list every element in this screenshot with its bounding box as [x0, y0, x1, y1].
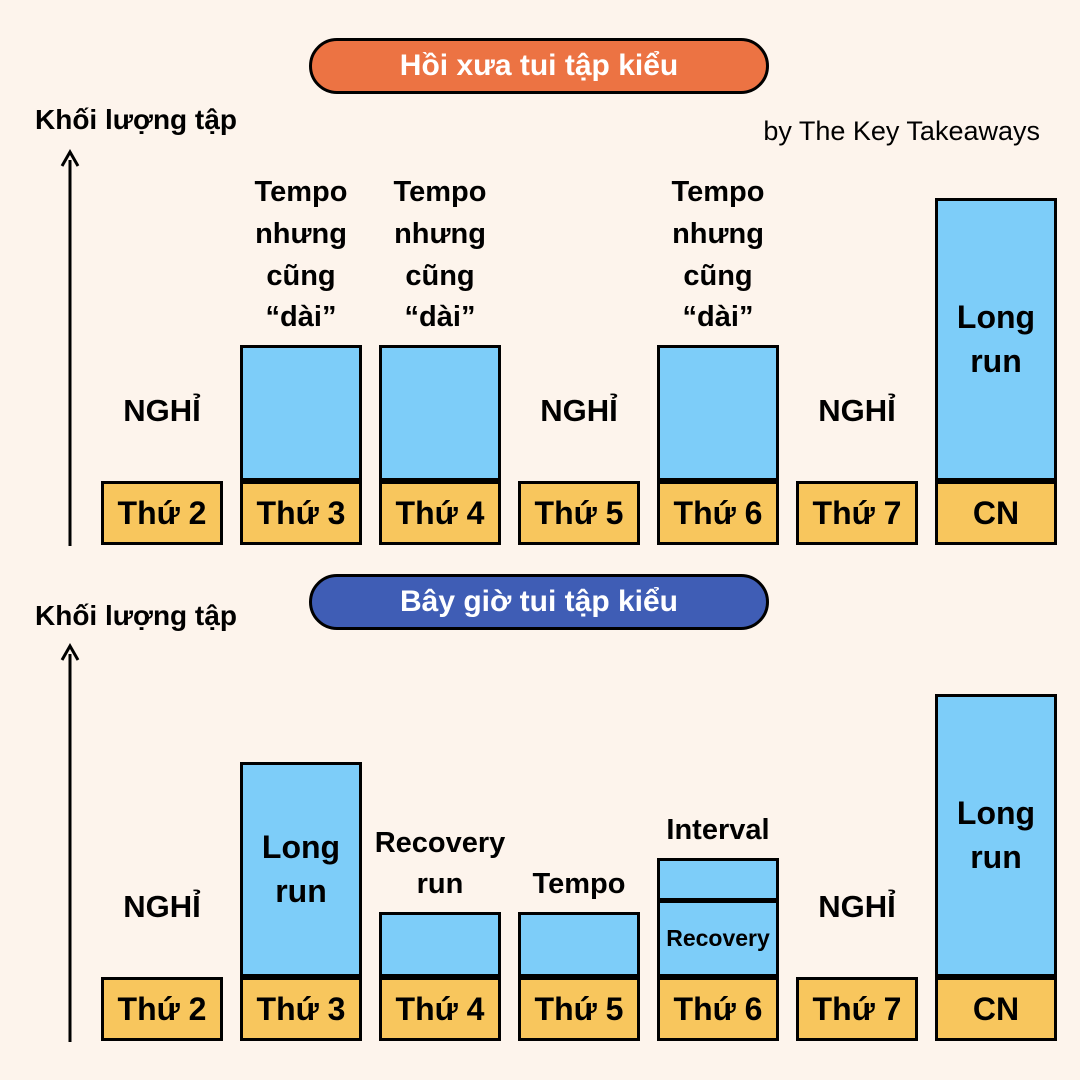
now-day-6: Thứ 7: [796, 977, 918, 1041]
then-rest-label-4: NGHỈ: [540, 393, 618, 428]
then-bar-label-2: Tempo nhưng cũng “dài”: [254, 176, 348, 334]
now-bar-4: [518, 912, 640, 977]
now-day-4: Thứ 5: [518, 977, 640, 1041]
now-day-7: CN: [935, 977, 1057, 1041]
now-day-2: Thứ 3: [240, 977, 362, 1041]
then-bar-7: Long run: [935, 198, 1057, 481]
now-bar-5-lower: Recovery: [657, 903, 779, 977]
now-y-axis-label: Khối lượng tập: [35, 600, 237, 631]
then-bar-label-5: Tempo nhưng cũng “dài”: [671, 176, 765, 334]
then-day-4: Thứ 5: [518, 481, 640, 545]
then-y-axis-label: Khối lượng tập: [35, 104, 237, 135]
now-day-5: Thứ 6: [657, 977, 779, 1041]
now-rest-label-1: NGHỈ: [123, 889, 201, 924]
now-rest-label-6: NGHỈ: [818, 889, 896, 924]
then-bar-3: [379, 345, 501, 481]
now-bar-label-4: Tempo: [532, 868, 626, 901]
now-day-1: Thứ 2: [101, 977, 223, 1041]
then-bar-5: [657, 345, 779, 481]
then-day-1: Thứ 2: [101, 481, 223, 545]
then-bar-2: [240, 345, 362, 481]
then-y-axis-arrow: [60, 148, 80, 546]
credit-text: by The Key Takeaways: [763, 116, 1040, 146]
then-day-7: CN: [935, 481, 1057, 545]
now-bar-label-5: Interval: [666, 814, 770, 847]
now-bar-5-upper: [657, 858, 779, 906]
then-day-6: Thứ 7: [796, 481, 918, 545]
now-bar-2: Long run: [240, 762, 362, 977]
then-bar-label-3: Tempo nhưng cũng “dài”: [393, 176, 487, 334]
now-bar-7: Long run: [935, 694, 1057, 977]
now-day-3: Thứ 4: [379, 977, 501, 1041]
now-title-pill: Bây giờ tui tập kiểu: [309, 574, 769, 630]
then-rest-label-6: NGHỈ: [818, 393, 896, 428]
then-day-5: Thứ 6: [657, 481, 779, 545]
then-rest-label-1: NGHỈ: [123, 393, 201, 428]
then-day-2: Thứ 3: [240, 481, 362, 545]
then-day-3: Thứ 4: [379, 481, 501, 545]
now-y-axis-arrow: [60, 642, 80, 1042]
then-title-pill: Hồi xưa tui tập kiểu: [309, 38, 769, 94]
now-bar-3: [379, 912, 501, 977]
now-bar-label-3: Recovery run: [374, 826, 506, 901]
